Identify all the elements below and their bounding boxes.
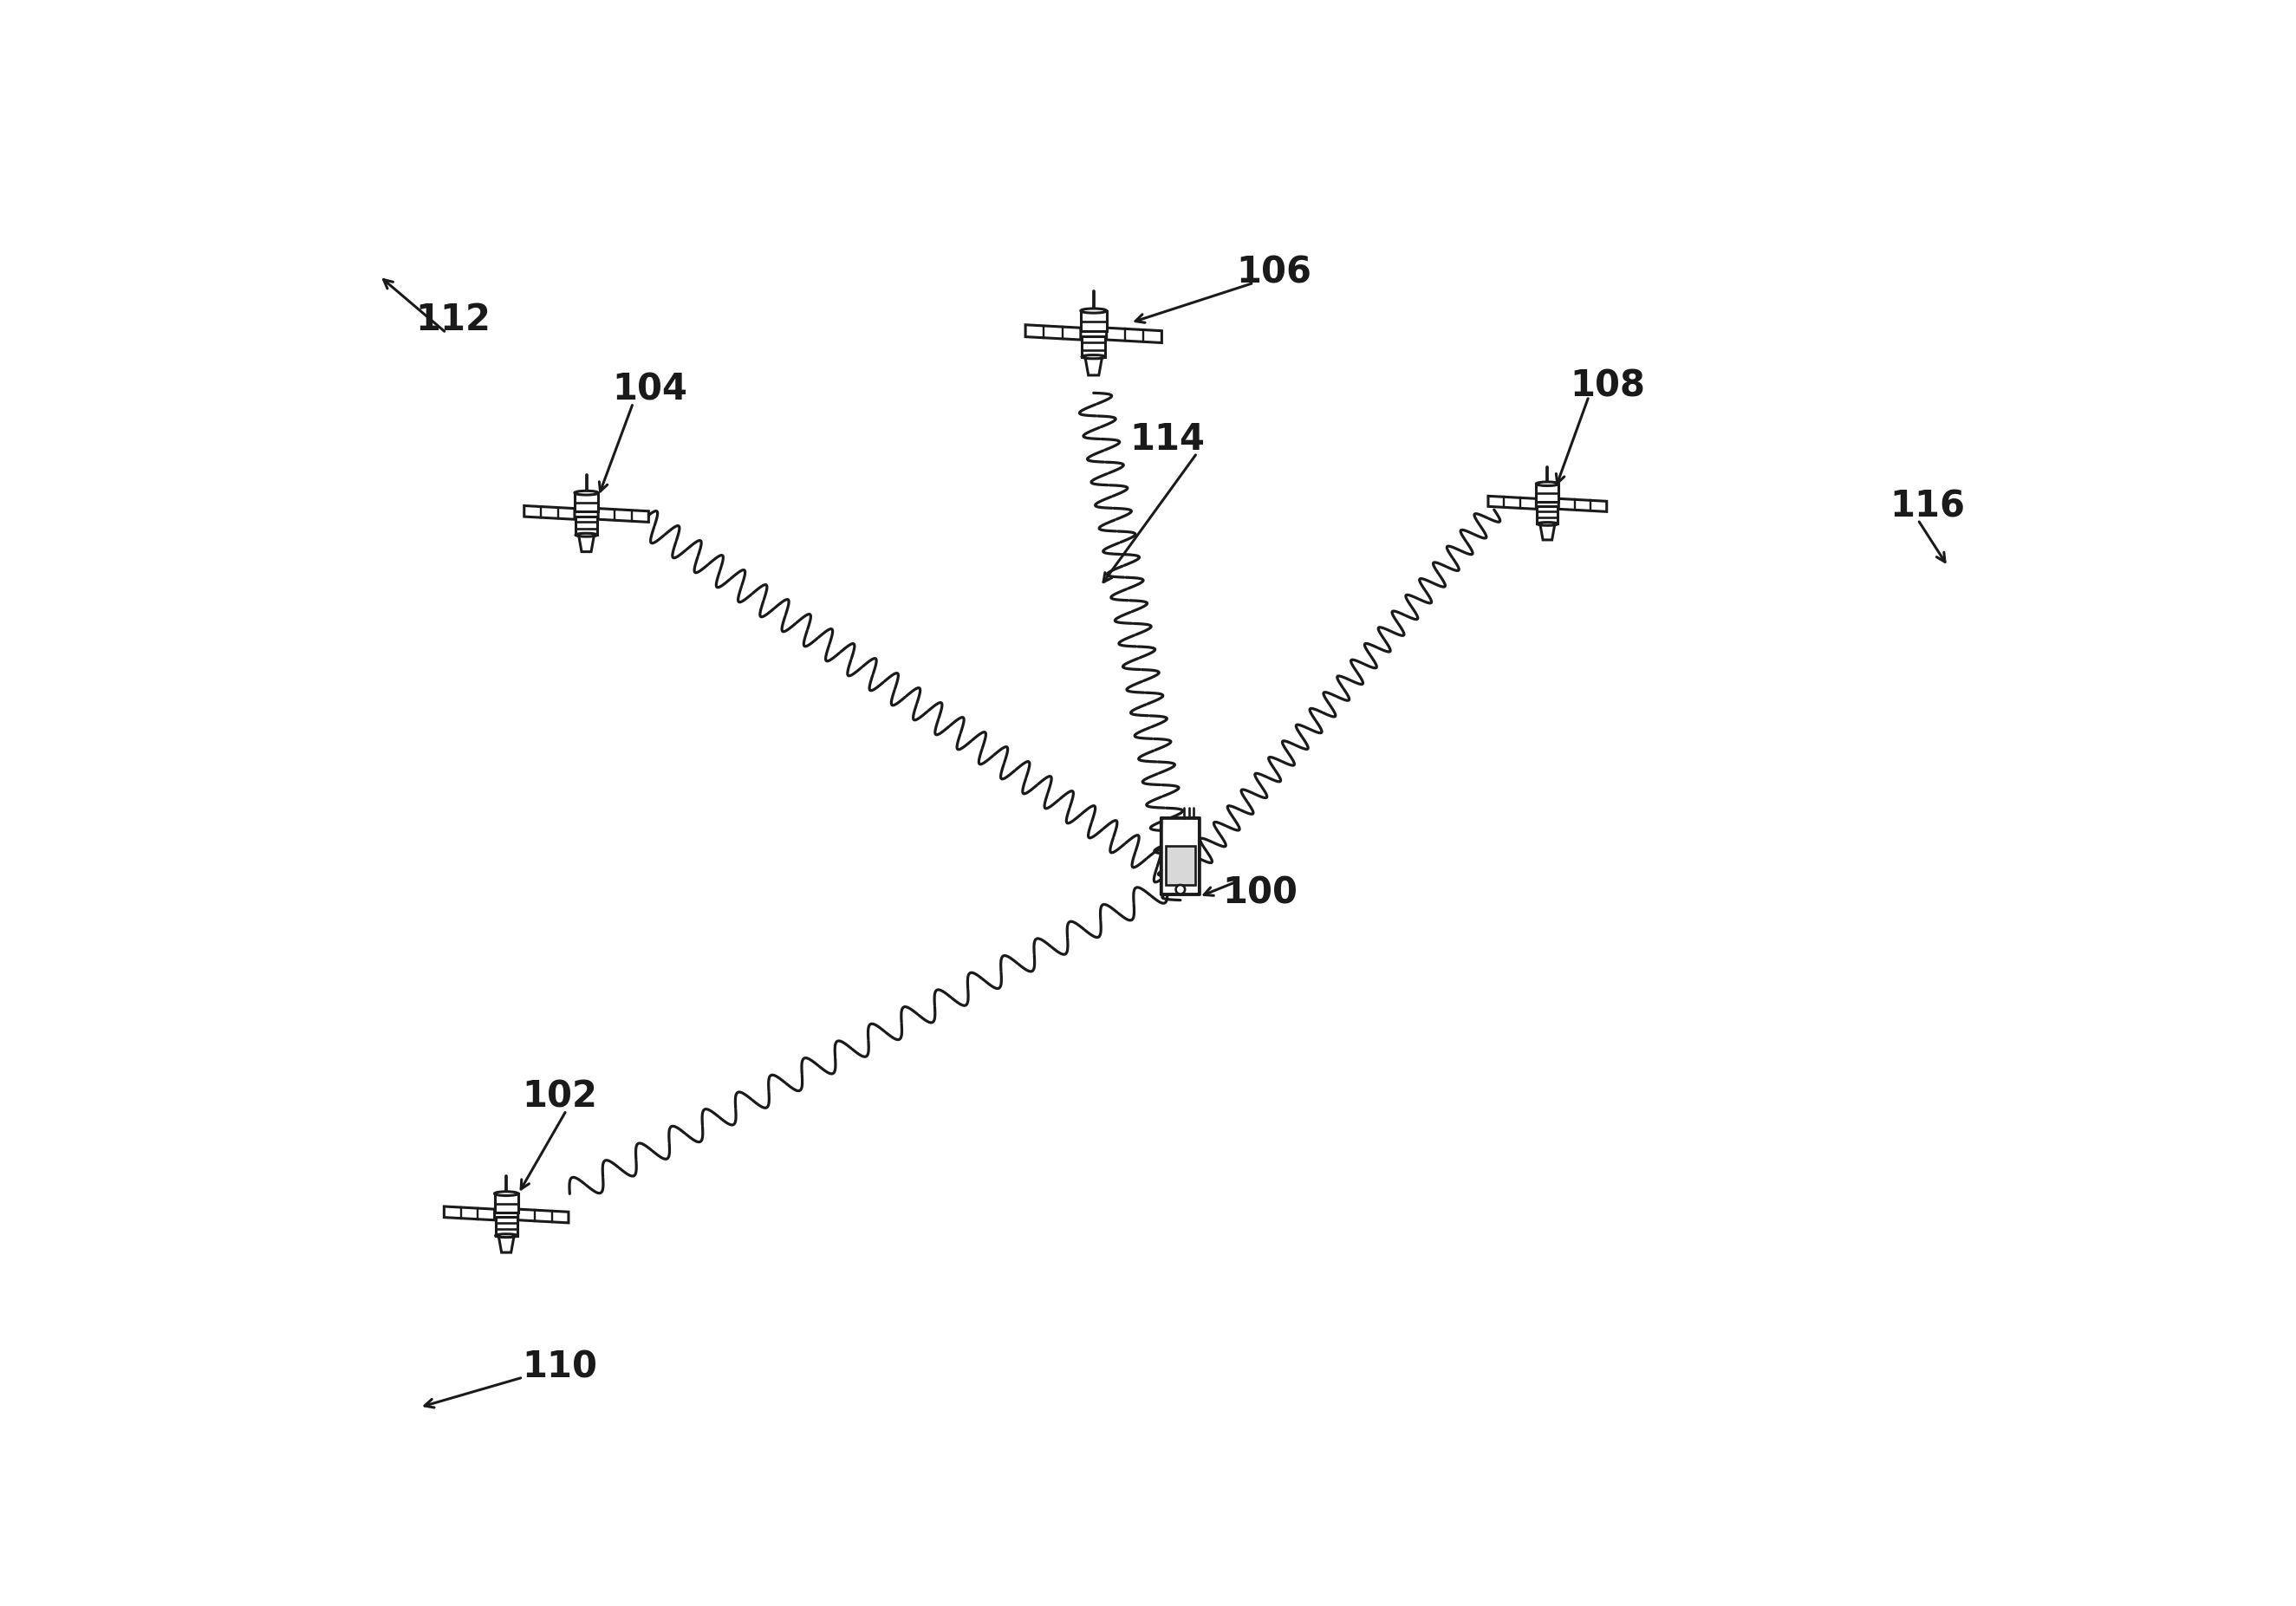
Text: 102: 102 bbox=[521, 1079, 597, 1115]
Polygon shape bbox=[1107, 328, 1162, 342]
Ellipse shape bbox=[1081, 355, 1104, 358]
Text: 104: 104 bbox=[613, 371, 687, 408]
Text: 110: 110 bbox=[521, 1349, 597, 1386]
Polygon shape bbox=[1488, 496, 1536, 509]
Bar bbox=[496, 1217, 517, 1235]
Bar bbox=[1081, 337, 1104, 357]
Text: 112: 112 bbox=[416, 302, 491, 337]
Polygon shape bbox=[498, 1235, 514, 1253]
Polygon shape bbox=[519, 1209, 569, 1222]
Ellipse shape bbox=[1081, 308, 1107, 313]
Polygon shape bbox=[1559, 498, 1607, 512]
Polygon shape bbox=[443, 1206, 494, 1221]
Bar bbox=[1166, 846, 1194, 885]
Circle shape bbox=[1176, 885, 1185, 895]
Bar bbox=[576, 517, 597, 535]
Bar bbox=[1081, 312, 1107, 331]
Ellipse shape bbox=[576, 533, 597, 536]
Bar bbox=[1536, 506, 1557, 524]
Polygon shape bbox=[1086, 357, 1102, 376]
Polygon shape bbox=[1026, 324, 1081, 340]
FancyBboxPatch shape bbox=[1162, 817, 1199, 895]
Text: 100: 100 bbox=[1224, 875, 1297, 912]
Ellipse shape bbox=[1536, 522, 1557, 525]
Bar bbox=[1536, 483, 1559, 501]
Ellipse shape bbox=[1536, 482, 1559, 485]
Polygon shape bbox=[1541, 524, 1554, 540]
Text: 106: 106 bbox=[1235, 255, 1311, 291]
Bar bbox=[494, 1193, 519, 1213]
Ellipse shape bbox=[496, 1233, 517, 1237]
Polygon shape bbox=[599, 509, 647, 522]
Polygon shape bbox=[579, 535, 595, 552]
Text: 116: 116 bbox=[1890, 488, 1965, 525]
Ellipse shape bbox=[494, 1192, 519, 1195]
Ellipse shape bbox=[574, 491, 599, 495]
Polygon shape bbox=[523, 506, 574, 519]
Bar bbox=[574, 493, 599, 511]
Text: 108: 108 bbox=[1570, 368, 1646, 405]
Text: 114: 114 bbox=[1130, 421, 1205, 458]
